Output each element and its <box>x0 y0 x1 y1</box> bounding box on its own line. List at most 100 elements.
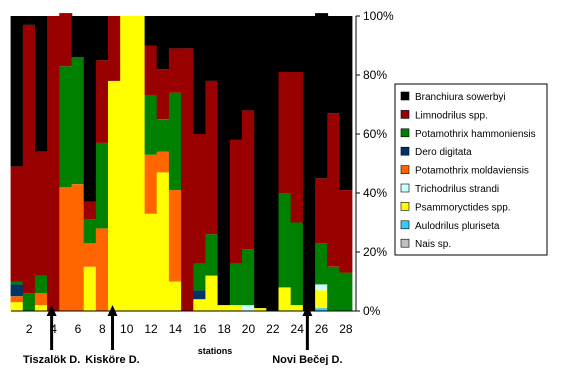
bar-segment <box>156 172 170 311</box>
bar-segment <box>315 178 329 244</box>
legend: Branchiura sowerbyi Limnodrilus spp. Potam… <box>394 83 548 256</box>
bar-segment <box>34 293 48 306</box>
bar-segment <box>22 16 36 25</box>
bar-segment <box>181 16 195 49</box>
bar-segment <box>327 16 341 114</box>
bar-segment <box>83 266 97 312</box>
bar-segment <box>22 293 36 311</box>
x-tick-label: 6 <box>75 322 82 336</box>
y-tick-label: 40% <box>363 186 387 200</box>
bar-segment <box>144 45 158 96</box>
x-tick-label: 24 <box>291 322 305 336</box>
bar-segment <box>278 72 292 193</box>
annotation-label: Tiszalök D. <box>23 354 80 365</box>
legend-swatch <box>400 183 410 193</box>
bar-segment <box>229 139 243 264</box>
annotations-group: Tiszalök D. Kisköre D. Novi Bečej D. <box>23 305 343 366</box>
legend-swatch <box>400 110 410 119</box>
bar-segment <box>254 308 268 311</box>
bar-segment <box>83 201 97 220</box>
annotation-label: Novi Bečej D. <box>272 354 342 365</box>
bar-segment <box>327 113 341 267</box>
bar-segment <box>168 48 182 93</box>
bar-segment <box>22 24 36 294</box>
bar-segment <box>278 287 292 311</box>
legend-item-label: Limnodrilus spp. <box>415 110 488 121</box>
x-tick-label: 10 <box>120 322 134 336</box>
bar-segment <box>10 284 24 297</box>
bar-segment <box>242 305 255 311</box>
bar-segment <box>193 16 207 134</box>
y-tick-label: 20% <box>363 245 387 259</box>
x-tick-label: 2 <box>26 322 33 336</box>
bar-segment <box>144 16 158 46</box>
bar-segment <box>205 80 219 235</box>
bar-segment <box>193 290 207 300</box>
bar-segment <box>95 16 109 61</box>
legend-item-label: Dero digitata <box>415 147 472 158</box>
legend-swatch <box>400 146 410 156</box>
bar-segment <box>10 281 24 285</box>
bar-segment <box>168 190 182 282</box>
annotation-arrow-head <box>302 305 313 316</box>
bar-segment <box>34 275 48 294</box>
bar-segment <box>315 308 329 311</box>
bar-segment <box>95 142 109 229</box>
legend-swatch <box>400 238 410 248</box>
x-tick-label: 14 <box>169 322 183 336</box>
bar-segment <box>10 166 24 282</box>
bar-segment <box>144 95 158 155</box>
bar-segment <box>193 299 207 311</box>
annotation-arrow-head <box>46 305 57 316</box>
bar-segment <box>156 151 170 173</box>
bar-segment <box>108 16 121 81</box>
bar-segment <box>108 80 121 312</box>
x-tick-label: 12 <box>144 322 158 336</box>
bar-segment <box>156 119 170 152</box>
bar-segment <box>339 272 353 311</box>
bar-segment <box>83 243 97 267</box>
bar-segment <box>205 16 219 81</box>
y-tick-label: 100% <box>363 9 394 23</box>
legend-item-label: Potamothrix moldaviensis <box>415 166 529 177</box>
bar-segment <box>327 266 341 312</box>
bar-segment <box>71 57 85 185</box>
bar-segment <box>302 16 316 311</box>
bar-segment <box>315 284 329 291</box>
bar-segment <box>290 72 304 223</box>
bar-segment <box>229 305 243 311</box>
bar-segment <box>168 16 182 49</box>
bar-segment <box>71 16 85 58</box>
legend-item-label: Psammoryctides spp. <box>415 202 511 213</box>
legend-item-label: Aulodrilus pluriseta <box>415 221 500 232</box>
bar-segment <box>339 190 353 273</box>
bar-segment <box>229 16 243 140</box>
x-tick-label: 20 <box>242 322 256 336</box>
bar-segment <box>156 69 170 120</box>
x-tick-label: 4 <box>50 322 57 336</box>
bar-segment <box>229 263 243 306</box>
bar-segment <box>59 66 73 188</box>
bar-segment <box>120 16 134 311</box>
bar-segment <box>34 305 48 311</box>
bar-segment <box>242 110 255 250</box>
bar-segment <box>10 296 24 303</box>
bar-segment <box>290 305 304 311</box>
x-tick-label: 22 <box>266 322 280 336</box>
bar-segment <box>290 16 304 72</box>
bar-segment <box>59 13 73 67</box>
legend-swatch <box>400 220 410 230</box>
bar-segment <box>71 184 85 311</box>
bar-segment <box>168 92 182 191</box>
x-tick-label: 26 <box>315 322 329 336</box>
legend-item-label: Trichodrilus strandi <box>415 184 499 195</box>
legend-swatch <box>400 91 410 101</box>
y-tick-label: 80% <box>363 68 387 82</box>
bar-segment <box>242 249 255 306</box>
bars-group <box>10 13 353 312</box>
legend-item-label: Nais sp. <box>415 239 451 250</box>
bar-segment <box>339 16 353 191</box>
legend-item-label: Branchiura sowerbyi <box>415 92 506 103</box>
bar-segment <box>132 16 146 311</box>
